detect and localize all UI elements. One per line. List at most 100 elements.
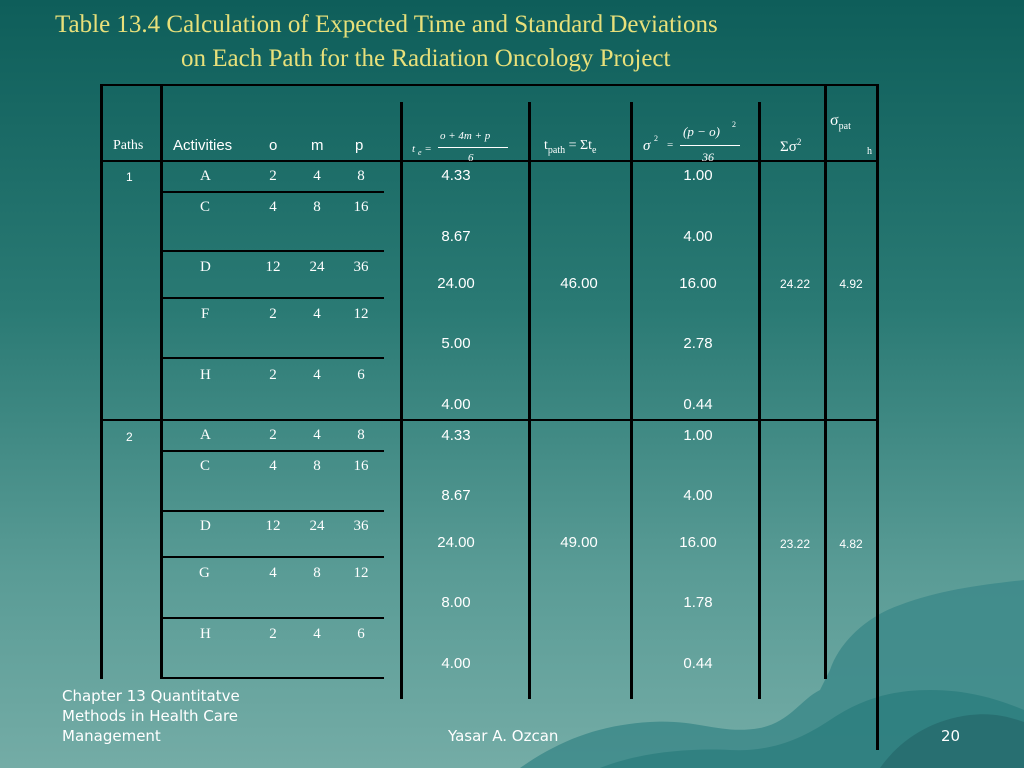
footer-chapter: Chapter 13 Quantitatve Methods in Health… xyxy=(62,686,240,746)
te-numerator: o + 4m + p xyxy=(440,130,491,142)
m-value: 8 xyxy=(313,565,321,581)
col-divider-te xyxy=(528,102,531,699)
te-denominator: 6 xyxy=(468,152,474,164)
footer-page-number: 20 xyxy=(941,727,961,745)
m-value: 24 xyxy=(309,259,325,275)
sigma-path-value: 4.92 xyxy=(839,277,863,291)
m-value: 4 xyxy=(313,168,321,184)
o-value: 12 xyxy=(265,518,281,534)
o-value: 4 xyxy=(269,565,277,581)
m-value: 4 xyxy=(313,306,321,322)
p-value: 16 xyxy=(353,458,369,474)
path-separator xyxy=(102,419,878,421)
te-value: 8.67 xyxy=(441,487,471,504)
header-o: o xyxy=(269,137,278,154)
variance-value: 1.78 xyxy=(683,594,713,611)
footer-chapter-line-1: Chapter 13 Quantitatve xyxy=(62,687,240,705)
o-value: 2 xyxy=(269,168,277,184)
header-m: m xyxy=(311,137,324,154)
variance-value: 16.00 xyxy=(679,275,717,292)
m-value: 24 xyxy=(309,518,325,534)
header-paths: Paths xyxy=(113,138,144,153)
o-value: 2 xyxy=(269,626,277,642)
row-sep-p1-3 xyxy=(162,297,384,299)
sigma2-denominator: 36 xyxy=(702,150,714,164)
sigma-path-value: 4.82 xyxy=(839,537,863,551)
activity: F xyxy=(201,306,210,322)
sigma-path-base: σ xyxy=(830,112,839,129)
sigma2-fraction-bar xyxy=(680,145,740,146)
variance-value: 2.78 xyxy=(683,335,713,352)
activity: A xyxy=(200,427,211,443)
header-sigma-path: σpat xyxy=(830,112,851,132)
activity: D xyxy=(200,259,211,275)
sigma2-lhs: σ xyxy=(643,138,651,154)
p-value: 16 xyxy=(353,199,369,215)
m-value: 4 xyxy=(313,367,321,383)
tpath-eq: = Σt xyxy=(565,138,593,153)
header-tpath: tpath = Σte xyxy=(544,138,597,156)
p-value: 8 xyxy=(357,427,365,443)
variance-value: 0.44 xyxy=(683,655,713,672)
header-activities: Activities xyxy=(173,137,233,154)
te-lhs: t xyxy=(412,143,416,155)
row-sep-p2-2 xyxy=(162,510,384,512)
activity: G xyxy=(199,565,210,581)
footer-chapter-line-3: Management xyxy=(62,727,161,745)
header-sum-sigma2: Σσ2 xyxy=(780,137,801,156)
m-value: 8 xyxy=(313,199,321,215)
te-value: 4.33 xyxy=(441,167,471,184)
footer-chapter-line-2: Methods in Health Care xyxy=(62,707,239,725)
te-value: 4.33 xyxy=(441,427,471,444)
sum-sigma2-sup: 2 xyxy=(796,137,802,147)
header-p: p xyxy=(355,137,364,154)
te-value: 8.67 xyxy=(441,228,471,245)
te-lhs-sub: e xyxy=(418,148,422,157)
p-value: 6 xyxy=(357,626,365,642)
p-value: 36 xyxy=(353,259,369,275)
te-fraction-bar xyxy=(438,147,508,148)
variance-value: 0.44 xyxy=(683,396,713,413)
variance-value: 16.00 xyxy=(679,534,717,551)
tpath-value: 46.00 xyxy=(560,275,598,292)
o-value: 2 xyxy=(269,367,277,383)
table-right-border xyxy=(876,84,879,750)
variance-value: 1.00 xyxy=(683,427,713,444)
row-sep-p1-4 xyxy=(162,357,384,359)
te-value: 4.00 xyxy=(441,655,471,672)
title-line-2: on Each Path for the Radiation Oncology … xyxy=(181,45,671,72)
te-value: 5.00 xyxy=(441,335,471,352)
sigma2-lhs-sup: 2 xyxy=(654,134,658,143)
tpath-sub-e: e xyxy=(592,144,597,156)
col-divider-paths xyxy=(160,84,163,679)
o-value: 4 xyxy=(269,458,277,474)
row-sep-p2-4 xyxy=(162,617,384,619)
table-bottom-line xyxy=(162,677,384,679)
activity: A xyxy=(200,168,211,184)
sigma2-numerator: (p − o) xyxy=(683,124,720,139)
row-sep-p2-1 xyxy=(162,450,384,452)
sum-sigma2-value: 23.22 xyxy=(779,537,811,551)
sigma-path-sub: pat xyxy=(838,121,851,133)
path-label: 2 xyxy=(126,430,133,444)
sum-sigma2-value: 24.22 xyxy=(779,277,811,291)
tpath-sub: path xyxy=(547,144,566,156)
col-divider-tpath xyxy=(630,102,633,699)
m-value: 4 xyxy=(313,626,321,642)
p-value: 36 xyxy=(353,518,369,534)
header-separator xyxy=(102,160,878,162)
tpath-t: t xyxy=(544,138,548,153)
col-divider-p xyxy=(400,102,403,699)
te-value: 4.00 xyxy=(441,396,471,413)
p-value: 8 xyxy=(357,168,365,184)
variance-value: 1.00 xyxy=(683,167,713,184)
p-value: 12 xyxy=(353,565,369,581)
p-value: 6 xyxy=(357,367,365,383)
tpath-value: 49.00 xyxy=(560,534,598,551)
activity: H xyxy=(200,367,211,383)
activity: C xyxy=(200,458,211,474)
row-sep-p1-2 xyxy=(162,250,384,252)
variance-value: 4.00 xyxy=(683,487,713,504)
te-value: 24.00 xyxy=(437,275,475,292)
